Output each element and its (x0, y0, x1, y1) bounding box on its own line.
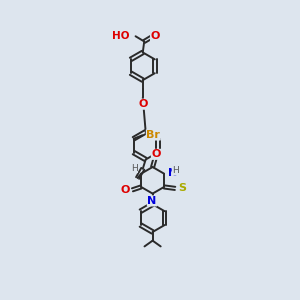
Text: H: H (172, 166, 179, 175)
Text: H: H (131, 164, 138, 173)
Text: HO: HO (112, 31, 129, 41)
Text: Br: Br (146, 130, 160, 140)
Text: N: N (147, 196, 157, 206)
Text: O: O (138, 99, 148, 109)
Text: O: O (151, 31, 160, 41)
Text: N: N (168, 168, 177, 178)
Text: O: O (121, 185, 130, 195)
Text: O: O (152, 149, 161, 159)
Text: S: S (178, 183, 186, 194)
